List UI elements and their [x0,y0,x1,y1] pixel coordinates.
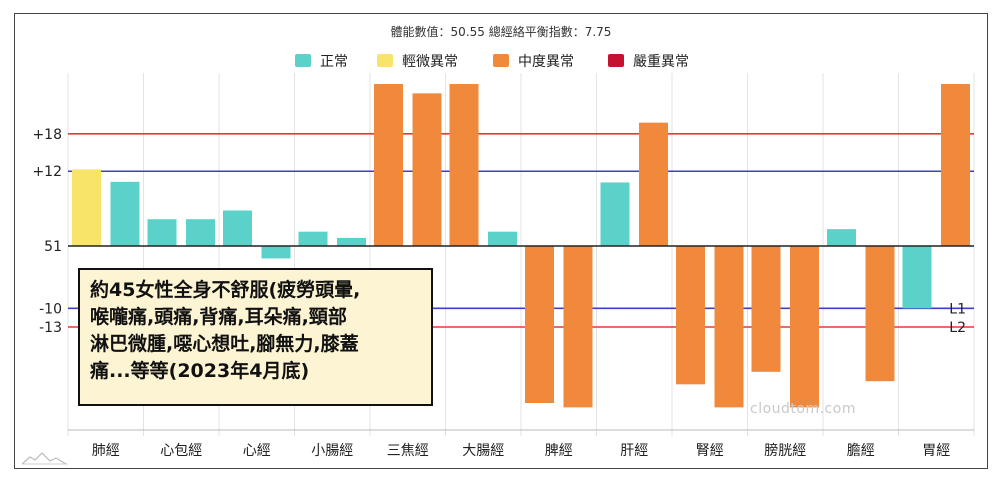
bar [449,84,479,247]
bar [261,246,291,259]
bar [298,231,328,246]
x-tick-label: 脾經 [545,443,573,459]
x-tick-label: 肝經 [620,443,648,459]
bar [676,246,705,385]
x-tick-label: 膽經 [847,442,875,459]
legend-label: 正常 [320,54,348,70]
bar [110,181,140,246]
reference-line-label: L1 [949,301,966,317]
bar [337,237,366,246]
bar [488,231,517,246]
bar [374,84,403,247]
bar [790,246,819,408]
bar [639,122,668,246]
reference-line-label: L2 [949,320,966,336]
x-tick-label: 肺經 [92,443,120,459]
chart-title: 體能數值：50.55 總經絡平衡指數：7.75 [391,24,612,39]
bar [827,229,856,246]
bar [865,246,895,382]
legend-swatch [608,54,624,67]
annotation-line: 喉嚨痛,頭痛,背痛,耳朵痛,頸部 [90,305,347,328]
annotation-line: 淋巴微腫,噁心想吐,腳無力,膝蓋 [90,332,359,355]
bar [412,93,442,247]
legend-label: 輕微異常 [402,54,458,70]
x-tick-label: 心包經 [160,443,202,459]
y-tick-label: +18 [32,127,62,143]
y-tick-label: +12 [32,164,62,180]
meridian-chart: 體能數值：50.55 總經絡平衡指數：7.75 正常 輕微異常 中度異常 嚴重異常 +18… [32,24,975,459]
bar [600,182,630,246]
bar [147,219,177,246]
x-tick-label: 腎經 [696,443,724,459]
x-tick-label: 胃經 [922,443,950,459]
legend-swatch [377,54,393,67]
x-tick-label: 三焦經 [387,443,429,459]
legend-swatch [295,54,311,67]
y-tick-label: 51 [44,239,62,255]
x-tick-label: 心經 [243,443,271,459]
annotation-line: 約45女性全身不舒服(疲勞頭暈, [90,279,361,301]
bar [714,246,744,408]
mountain-logo-icon [21,452,68,465]
bar [563,246,593,408]
bar [186,219,215,246]
legend-label: 嚴重異常 [633,54,689,70]
annotation-line: 痛...等等(2023年4月底) [90,359,310,382]
bar [941,84,970,247]
annotation-box: 約45女性全身不舒服(疲勞頭暈, 喉嚨痛,頭痛,背痛,耳朵痛,頸部 淋巴微腫,噁… [78,268,433,406]
bar [223,210,252,246]
x-tick-label: 小腸經 [311,443,353,459]
bar [902,246,932,309]
legend-label: 中度異常 [518,54,574,70]
y-tick-label: -10 [39,301,62,317]
legend-swatch [493,54,509,67]
bar [72,169,101,246]
bar [751,246,781,372]
x-tick-label: 大腸經 [462,443,504,459]
watermark: cloudtom.com [750,401,856,417]
bar [525,246,554,403]
y-tick-label: -13 [39,320,62,336]
x-tick-label: 膀胱經 [764,442,806,459]
